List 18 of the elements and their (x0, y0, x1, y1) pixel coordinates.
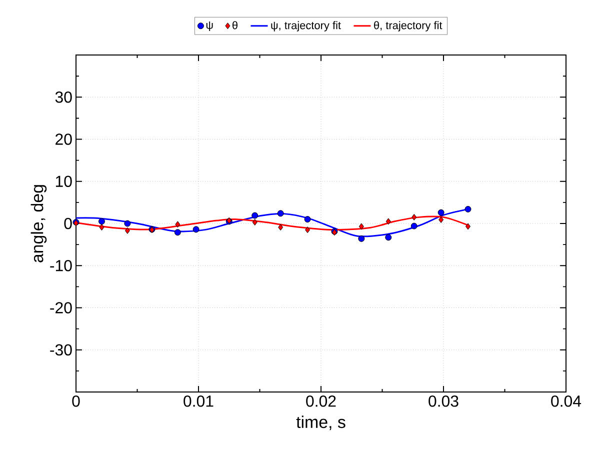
y-tick-label: -20 (50, 302, 72, 314)
y-tick-label: -10 (50, 260, 72, 272)
x-axis-title: time, s (296, 416, 346, 430)
y-axis-title: angle, deg (30, 185, 47, 262)
y-tick-label: 0 (64, 218, 72, 230)
y-tick-label: 10 (56, 176, 72, 188)
legend-label: ψ, trajectory fit (271, 21, 341, 32)
legend-label: θ (232, 21, 238, 30)
y-tick-label: -30 (50, 344, 72, 356)
x-tick-label: 0.01 (184, 396, 214, 407)
x-tick-label: 0.04 (551, 396, 582, 407)
legend-label: θ, trajectory fit (374, 21, 442, 32)
x-tick-label: 0 (72, 396, 80, 407)
x-tick-label: 0.03 (428, 396, 458, 407)
x-tick-label: 0.02 (306, 396, 336, 407)
legend-label: ψ (206, 22, 213, 31)
y-tick-label: 30 (55, 91, 72, 103)
y-tick-label: 20 (56, 134, 72, 145)
